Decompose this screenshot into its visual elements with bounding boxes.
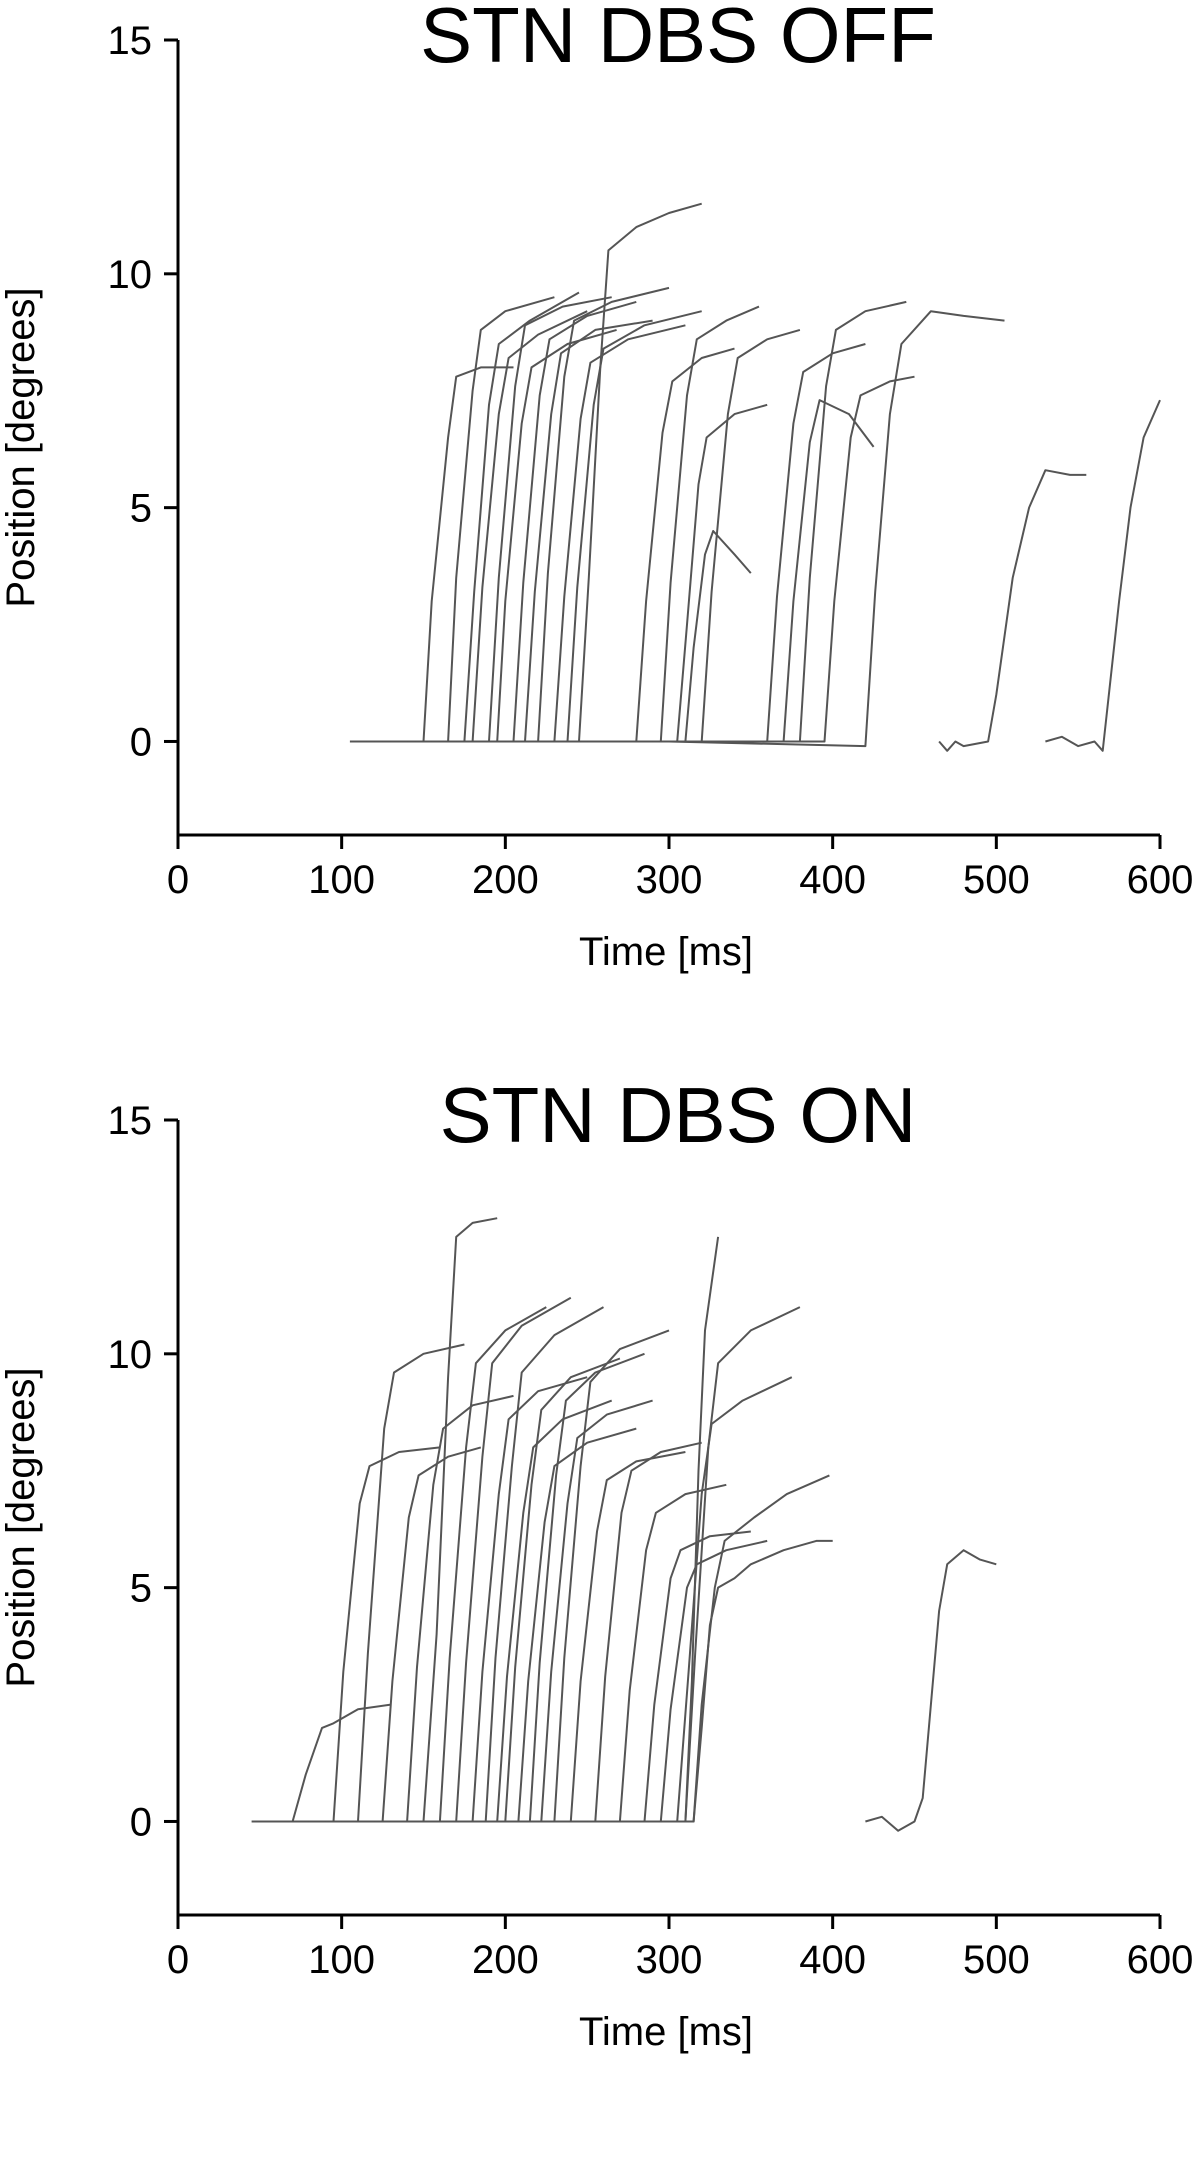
trace-line-20 (554, 1539, 768, 1823)
trace-line-19 (619, 300, 907, 743)
x-tick-label: 0 (167, 1938, 189, 1982)
x-tick-label: 400 (799, 858, 866, 902)
y-tick-label: 10 (108, 253, 153, 297)
trace-line-14 (489, 403, 768, 743)
chart-dbs-off: STN DBS OFF 0 5 10 15 0 100 200 300 400 500 600 Time… (0, 0, 1194, 974)
trace-line-20 (652, 375, 915, 743)
trace-line-8 (358, 1376, 588, 1823)
y-tick-label: 10 (108, 1333, 153, 1377)
trace-line-21 (668, 310, 1005, 748)
trace-line-2 (268, 1343, 465, 1823)
trace-line-10 (390, 1399, 613, 1823)
trace-line-9 (374, 1306, 604, 1823)
x-axis-label: Time [ms] (579, 2010, 753, 2054)
trace-line-0 (251, 1703, 391, 1823)
trace-line-18 (603, 399, 875, 743)
chart-panel-dbs-off: STN DBS OFF 0 5 10 15 0 100 200 300 400 500 600 Time… (0, 0, 1200, 1080)
trace-line-4 (382, 296, 612, 743)
chart-title: STN DBS OFF (420, 0, 936, 79)
trace-line-22 (938, 469, 1087, 752)
y-tick-label: 15 (108, 1099, 153, 1143)
y-tick-label: 0 (130, 1800, 152, 1844)
y-axis-label: Position [degrees] (0, 1367, 43, 1687)
trace-line-6 (325, 1306, 547, 1823)
x-tick-label: 500 (963, 1938, 1030, 1982)
x-tick-label: 100 (308, 858, 375, 902)
trace-line-0 (349, 366, 514, 743)
x-tick-label: 500 (963, 858, 1030, 902)
trace-line-5 (308, 1217, 498, 1823)
trace-line-23 (1045, 399, 1161, 752)
chart-panel-dbs-on: STN DBS ON 0 5 10 15 0 100 200 300 400 500 600 Time … (0, 1080, 1200, 2160)
x-tick-label: 200 (472, 1938, 539, 1982)
y-axis-label: Position [degrees] (0, 287, 43, 607)
trace-line-23 (595, 1474, 830, 1823)
x-axis-label: Time [ms] (579, 930, 753, 974)
x-tick-label: 600 (1127, 1938, 1194, 1982)
chart-title: STN DBS ON (440, 1080, 917, 1159)
y-tick-label: 5 (130, 487, 152, 531)
trace-line-13 (472, 305, 760, 743)
x-tick-label: 300 (636, 858, 703, 902)
trace-line-25 (611, 1236, 720, 1823)
trace-line-11 (439, 202, 702, 743)
trace-line-1 (358, 296, 555, 743)
x-tick-label: 200 (472, 858, 539, 902)
y-tick-label: 5 (130, 1567, 152, 1611)
x-tick-label: 600 (1127, 858, 1194, 902)
y-tick-label: 0 (130, 720, 152, 764)
trace-line-4 (292, 1394, 514, 1823)
trace-line-7 (341, 1296, 572, 1823)
x-tick-label: 100 (308, 1938, 375, 1982)
trace-line-24 (603, 1539, 833, 1823)
trace-line-7 (407, 319, 653, 743)
chart-dbs-on: STN DBS ON 0 5 10 15 0 100 200 300 400 500 600 Time … (0, 1080, 1194, 2054)
trace-line-2 (366, 291, 580, 743)
trace-line-3 (374, 310, 588, 743)
trace-line-26 (865, 1549, 997, 1832)
trace-line-10 (431, 310, 702, 743)
trace-line-22 (587, 1306, 801, 1823)
x-tick-label: 400 (799, 1938, 866, 1982)
y-tick-label: 15 (108, 19, 153, 63)
trace-line-19 (538, 1530, 751, 1823)
trace-line-21 (570, 1376, 793, 1823)
x-tick-label: 300 (636, 1938, 703, 1982)
x-tick-label: 0 (167, 858, 189, 902)
trace-line-14 (456, 1399, 653, 1823)
